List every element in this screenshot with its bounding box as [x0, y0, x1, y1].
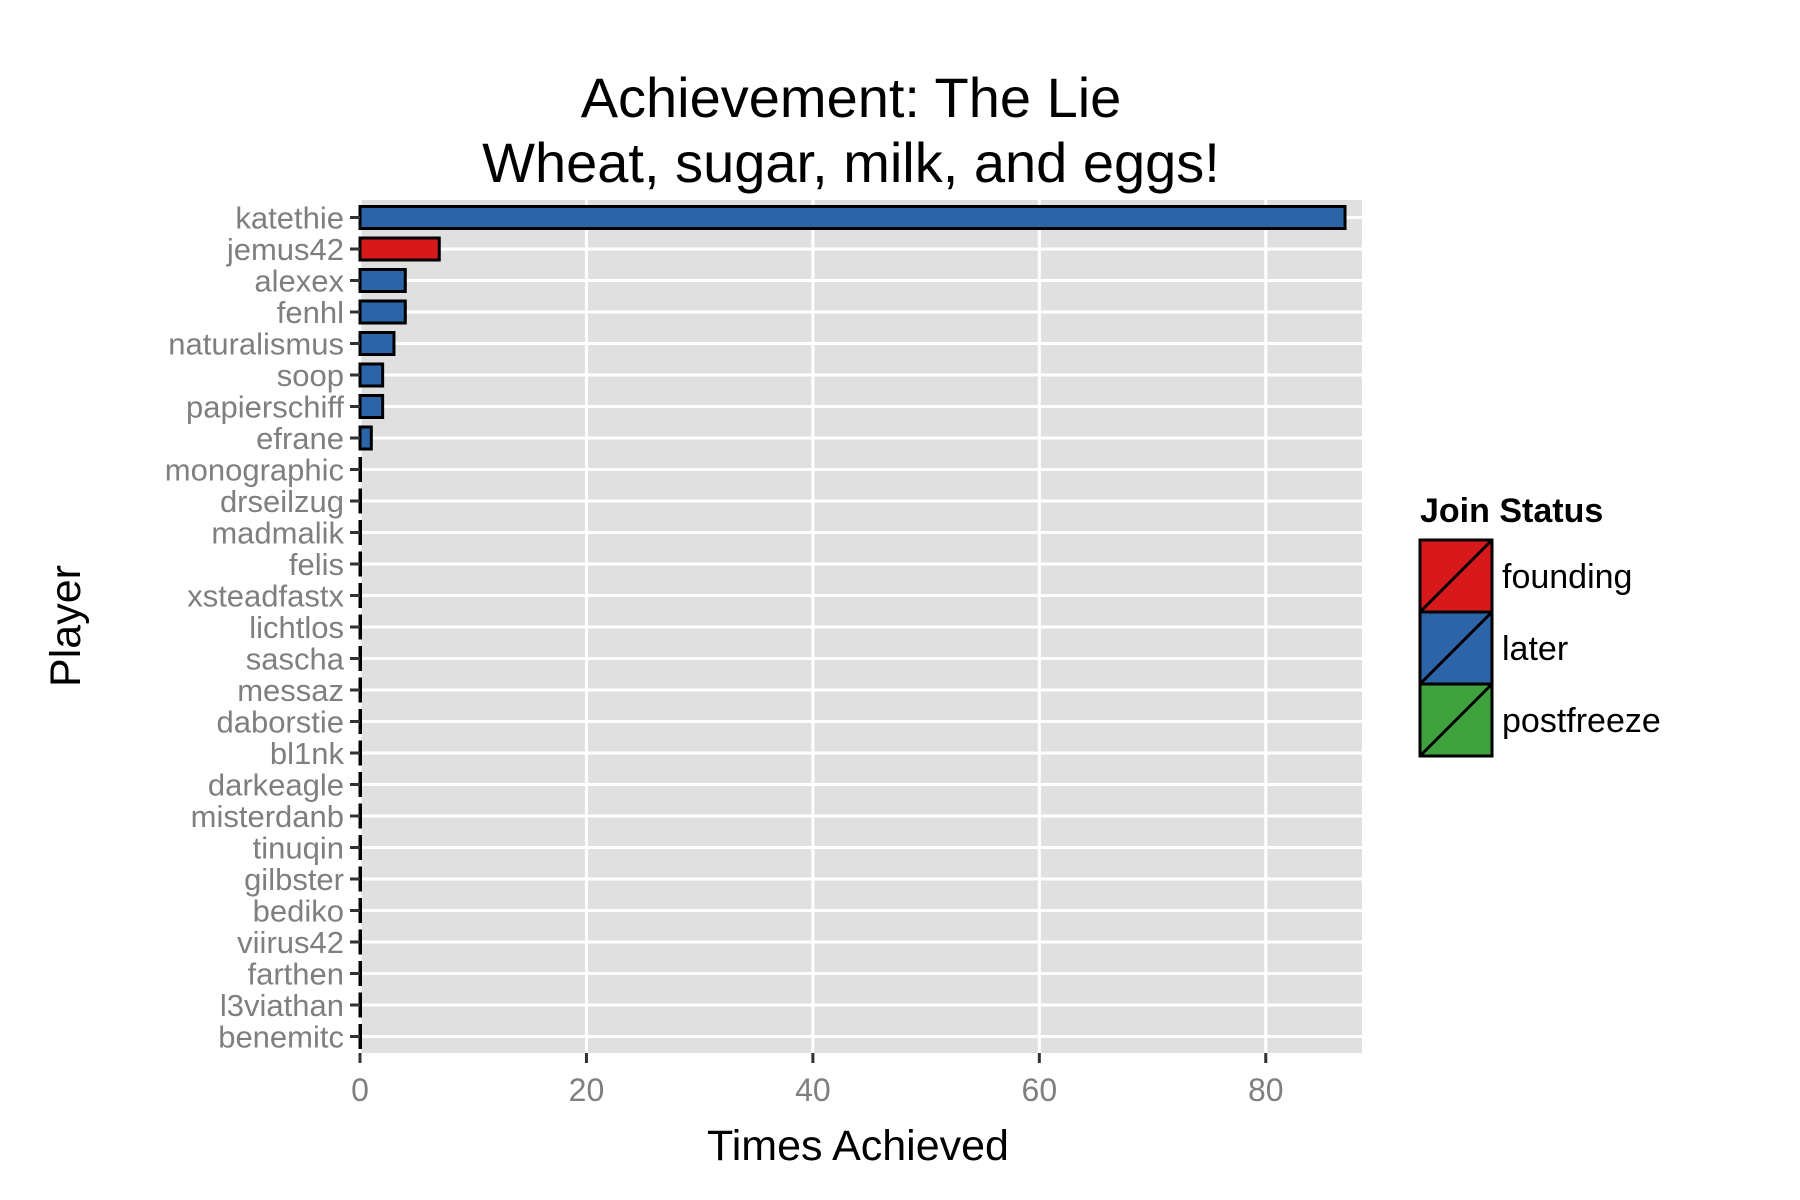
legend: Join Status founding later postfreeze: [1418, 492, 1661, 758]
bar-farthen: [358, 961, 362, 986]
bar-daborstie: [358, 709, 362, 734]
bar-drseilzug: [358, 488, 362, 514]
bar-l3viathan: [358, 992, 362, 1018]
bar-katethie: [358, 205, 1347, 230]
y-axis-title: Player: [42, 565, 90, 687]
chart-title: Achievement: The Lie: [581, 66, 1122, 129]
bar-papierschiff: [358, 394, 385, 419]
grid-lines: [358, 200, 1362, 1053]
legend-label-postfreeze: postfreeze: [1502, 702, 1661, 740]
bar-naturalismus: [358, 331, 396, 356]
y-tick-label: gilbster: [244, 862, 344, 897]
bar-gilbster: [358, 866, 362, 892]
bar-misterdanb: [358, 803, 362, 829]
bar-efrane: [358, 425, 373, 451]
bar-madmalik: [358, 520, 362, 545]
y-tick-label: drseilzug: [220, 484, 344, 519]
bar-felis: [358, 551, 362, 577]
x-tick-label: 60: [1022, 1072, 1058, 1108]
y-tick-label: messaz: [237, 673, 344, 708]
x-tick-label: 80: [1248, 1072, 1284, 1108]
y-tick-label: monographic: [165, 453, 344, 488]
x-axis-title: Times Achieved: [707, 1122, 1009, 1170]
y-tick-label: papierschiff: [186, 390, 344, 425]
y-tick-label: lichtlos: [249, 610, 344, 645]
bar-sascha: [358, 646, 362, 671]
y-tick-label: alexex: [254, 264, 344, 299]
y-tick-label: xsteadfastx: [187, 579, 344, 614]
x-tick-label: 40: [795, 1072, 831, 1108]
chart-subtitle: Wheat, sugar, milk, and eggs!: [482, 131, 1220, 194]
bar-bediko: [358, 898, 362, 923]
bar-darkeagle: [358, 772, 362, 797]
bar-xsteadfastx: [358, 583, 362, 608]
legend-key-slash: [1418, 610, 1494, 686]
y-tick-label: felis: [289, 547, 344, 582]
y-tick-label: farthen: [247, 957, 344, 992]
legend-label-later: later: [1502, 630, 1568, 668]
x-axis-ticks: 0 20 40 60 80: [351, 1053, 1284, 1108]
y-tick-label: sascha: [246, 642, 345, 677]
bar-alexex: [358, 268, 407, 293]
bar-benemitc: [358, 1024, 362, 1049]
bar-viirus42: [358, 929, 362, 955]
bar-soop: [358, 362, 385, 388]
bar-fenhl: [358, 299, 407, 325]
bar-jemus42: [358, 236, 441, 262]
y-tick-label: misterdanb: [191, 799, 344, 834]
bar-monographic: [358, 457, 362, 482]
bar-bl1nk: [358, 740, 362, 766]
y-tick-label: darkeagle: [208, 768, 344, 803]
bars: [358, 205, 1347, 1049]
bar-messaz: [358, 677, 362, 703]
x-tick-label: 20: [569, 1072, 605, 1108]
legend-key-slash: [1418, 682, 1494, 758]
legend-label-founding: founding: [1502, 558, 1632, 596]
y-tick-label: jemus42: [226, 232, 344, 267]
y-tick-label: bl1nk: [270, 736, 345, 771]
y-tick-label: madmalik: [211, 516, 344, 551]
y-tick-label: fenhl: [277, 295, 344, 330]
y-tick-label: daborstie: [216, 705, 344, 740]
y-tick-label: soop: [277, 358, 344, 393]
y-tick-label: katethie: [235, 201, 344, 236]
legend-key-slash: [1418, 538, 1494, 614]
y-tick-label: bediko: [253, 894, 344, 929]
y-tick-label: tinuqin: [253, 831, 344, 866]
y-tick-label: l3viathan: [220, 988, 344, 1023]
legend-items: founding later postfreeze: [1418, 538, 1661, 758]
bar-lichtlos: [358, 614, 362, 640]
y-tick-label: viirus42: [237, 925, 344, 960]
y-tick-label: naturalismus: [168, 327, 344, 362]
y-axis-ticks: katethiejemus42alexexfenhlnaturalismusso…: [165, 201, 360, 1055]
y-tick-label: benemitc: [218, 1020, 344, 1055]
legend-title: Join Status: [1420, 492, 1603, 530]
y-tick-label: efrane: [256, 421, 344, 456]
x-tick-label: 0: [351, 1072, 369, 1108]
bar-tinuqin: [358, 835, 362, 860]
